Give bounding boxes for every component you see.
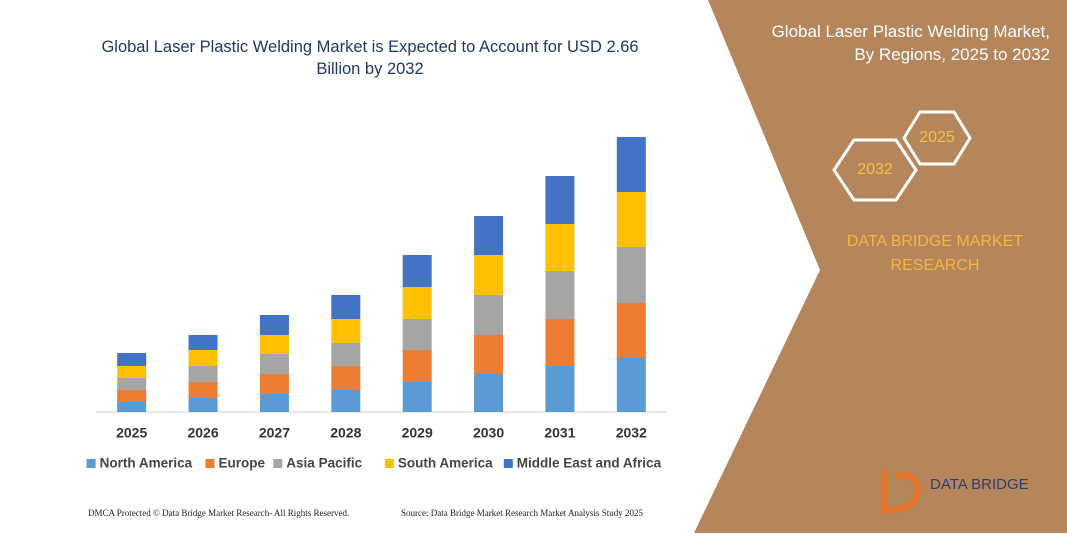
bar-segment: [545, 224, 575, 271]
bar-segment: [188, 398, 218, 412]
brand-box: DATA BRIDGE MARKET RESEARCH: [846, 233, 1024, 274]
x-tick-label: 2029: [402, 425, 433, 441]
bar-segment: [474, 335, 504, 374]
legend-swatch: [205, 459, 215, 468]
footer-left: DMCA Protected © Data Bridge Market Rese…: [88, 508, 349, 518]
bar-segment: [331, 295, 361, 319]
bar-segment: [402, 350, 432, 382]
hexagon-label: 2032: [857, 161, 893, 178]
bar-segment: [259, 335, 289, 354]
bar-segment: [331, 343, 361, 366]
bar-segment: [331, 390, 361, 412]
bar-segment: [188, 335, 218, 350]
bar-segment: [259, 354, 289, 374]
x-tick-label: 2026: [187, 425, 218, 441]
bar-segment: [474, 295, 504, 335]
bar-segment: [474, 374, 504, 412]
bar-segment: [402, 319, 432, 350]
legend-swatch: [273, 459, 283, 468]
bar-segment: [259, 374, 289, 394]
bar-segment: [474, 216, 504, 255]
x-tick-label: 2027: [259, 425, 290, 441]
bar-segment: [117, 353, 147, 366]
x-tick-label: 2030: [473, 425, 504, 441]
bar-segment: [616, 247, 646, 303]
bar-segment: [474, 255, 504, 295]
title-box: Global Laser Plastic Welding Market is E…: [101, 38, 639, 78]
legend-label: North America: [100, 456, 193, 471]
chart-title: Global Laser Plastic Welding Market is E…: [101, 38, 639, 78]
footer-right: Source: Data Bridge Market Research Mark…: [401, 508, 643, 518]
side-panel: [694, 0, 1067, 533]
bar-segment: [545, 366, 575, 412]
legend-label: Europe: [219, 456, 266, 471]
bar-segment: [616, 358, 646, 412]
panel-title-box: Global Laser Plastic Welding Market, By …: [771, 22, 1050, 64]
bar-segment: [117, 378, 147, 390]
brand-text: DATA BRIDGE MARKET RESEARCH: [846, 233, 1024, 274]
bar-segment: [331, 319, 361, 343]
hexagon: [902, 110, 972, 166]
legend-swatch: [503, 459, 513, 468]
bar-segment: [117, 402, 147, 412]
bar-segment: [402, 287, 432, 319]
legend-label: Middle East and Africa: [517, 456, 662, 471]
bar-segment: [117, 390, 147, 402]
bar-segment: [259, 394, 289, 412]
bar-segment: [545, 319, 575, 366]
bar-segment: [402, 255, 432, 287]
bar-segment: [616, 137, 646, 192]
logo-icon: [881, 470, 922, 514]
bar-segment: [616, 192, 646, 247]
bar-segment: [402, 382, 432, 412]
x-tick-label: 2032: [616, 425, 647, 441]
x-tick-label: 2031: [544, 425, 575, 441]
bar-segment: [188, 382, 218, 398]
bar-segment: [331, 366, 361, 390]
legend-label: South America: [398, 456, 493, 471]
x-tick-label: 2028: [330, 425, 361, 441]
legend-swatch: [86, 459, 96, 468]
bar-segment: [117, 366, 147, 378]
bar-segment: [616, 303, 646, 358]
bar-segment: [188, 366, 218, 382]
bar-segment: [188, 350, 218, 366]
legend-swatch: [384, 459, 394, 468]
hexagon-label: 2025: [919, 129, 955, 146]
legend-label: Asia Pacific: [286, 456, 362, 471]
bar-segment: [545, 271, 575, 319]
x-tick-label: 2025: [116, 425, 147, 441]
panel-title: Global Laser Plastic Welding Market, By …: [771, 22, 1050, 64]
logo-text: DATA BRIDGE: [930, 476, 1029, 493]
bar-segment: [545, 176, 575, 224]
plot: 2025 2026 2027 2028 2029 2030 2031 2032 North Am…: [86, 137, 667, 471]
hexagon: [832, 138, 918, 202]
bar-segment: [259, 315, 289, 335]
